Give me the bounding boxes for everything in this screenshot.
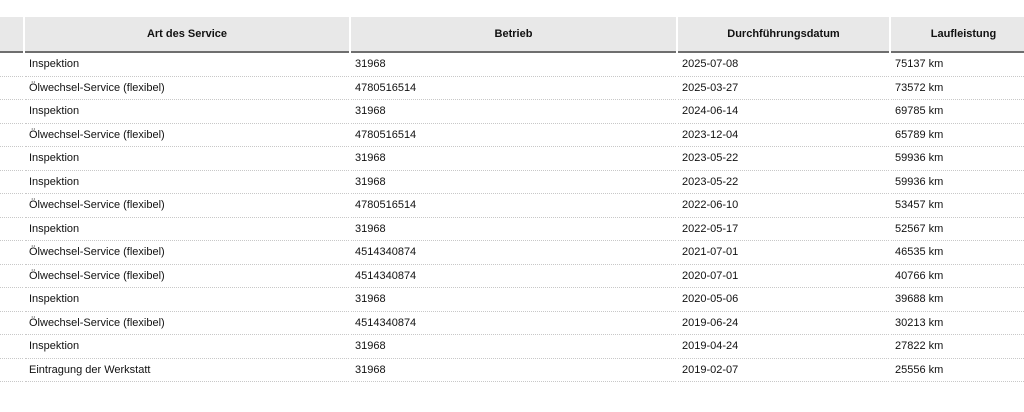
date-cell: 2024-06-14 <box>678 100 889 124</box>
service-type-cell: Ölwechsel-Service (flexibel) <box>25 265 349 288</box>
workshop-cell: 31968 <box>351 288 676 312</box>
table-row[interactable]: Inspektion 31968 2019-04-24 27822 km <box>0 335 1024 359</box>
mileage-cell: 73572 km <box>891 77 1024 100</box>
service-type-cell: Inspektion <box>25 53 349 77</box>
service-history-table-container: Art des Service Betrieb Durchführungsdatum… <box>0 17 1024 382</box>
service-type-cell: Inspektion <box>25 288 349 312</box>
service-type-cell: Inspektion <box>25 218 349 241</box>
table-row[interactable]: Ölwechsel-Service (flexibel) 4780516514 20… <box>0 77 1024 100</box>
row-spacer-cell <box>0 171 23 194</box>
row-spacer-cell <box>0 312 23 335</box>
workshop-cell: 31968 <box>351 218 676 241</box>
date-cell: 2023-12-04 <box>678 124 889 147</box>
date-cell: 2021-07-01 <box>678 241 889 265</box>
table-row[interactable]: Ölwechsel-Service (flexibel) 4514340874 20… <box>0 265 1024 288</box>
date-cell: 2019-02-07 <box>678 359 889 382</box>
row-spacer-cell <box>0 77 23 100</box>
row-spacer-cell <box>0 218 23 241</box>
workshop-cell: 31968 <box>351 359 676 382</box>
workshop-cell: 31968 <box>351 335 676 359</box>
date-cell: 2023-05-22 <box>678 171 889 194</box>
table-row[interactable]: Ölwechsel-Service (flexibel) 4514340874 20… <box>0 241 1024 265</box>
mileage-cell: 65789 km <box>891 124 1024 147</box>
mileage-cell: 53457 km <box>891 194 1024 218</box>
header-select <box>0 17 23 53</box>
mileage-cell: 59936 km <box>891 147 1024 171</box>
workshop-cell: 31968 <box>351 53 676 77</box>
service-type-cell: Eintragung der Werkstatt <box>25 359 349 382</box>
workshop-cell: 4780516514 <box>351 124 676 147</box>
row-spacer-cell <box>0 335 23 359</box>
date-cell: 2025-07-08 <box>678 53 889 77</box>
date-cell: 2020-05-06 <box>678 288 889 312</box>
workshop-cell: 4780516514 <box>351 77 676 100</box>
service-type-cell: Ölwechsel-Service (flexibel) <box>25 194 349 218</box>
mileage-cell: 59936 km <box>891 171 1024 194</box>
mileage-cell: 39688 km <box>891 288 1024 312</box>
table-row[interactable]: Ölwechsel-Service (flexibel) 4780516514 20… <box>0 124 1024 147</box>
row-spacer-cell <box>0 147 23 171</box>
mileage-cell: 46535 km <box>891 241 1024 265</box>
service-type-cell: Ölwechsel-Service (flexibel) <box>25 312 349 335</box>
mileage-cell: 30213 km <box>891 312 1024 335</box>
row-spacer-cell <box>0 288 23 312</box>
header-service-type[interactable]: Art des Service <box>25 17 349 53</box>
workshop-cell: 31968 <box>351 171 676 194</box>
mileage-cell: 25556 km <box>891 359 1024 382</box>
header-mileage[interactable]: Laufleistung <box>891 17 1024 53</box>
date-cell: 2022-05-17 <box>678 218 889 241</box>
row-spacer-cell <box>0 359 23 382</box>
date-cell: 2023-05-22 <box>678 147 889 171</box>
service-type-cell: Inspektion <box>25 335 349 359</box>
workshop-cell: 31968 <box>351 100 676 124</box>
table-row[interactable]: Inspektion 31968 2023-05-22 59936 km <box>0 171 1024 194</box>
date-cell: 2020-07-01 <box>678 265 889 288</box>
workshop-cell: 4780516514 <box>351 194 676 218</box>
table-row[interactable]: Inspektion 31968 2022-05-17 52567 km <box>0 218 1024 241</box>
mileage-cell: 27822 km <box>891 335 1024 359</box>
row-spacer-cell <box>0 100 23 124</box>
workshop-cell: 4514340874 <box>351 241 676 265</box>
mileage-cell: 75137 km <box>891 53 1024 77</box>
table-row[interactable]: Inspektion 31968 2024-06-14 69785 km <box>0 100 1024 124</box>
workshop-cell: 31968 <box>351 147 676 171</box>
service-type-cell: Ölwechsel-Service (flexibel) <box>25 124 349 147</box>
table-row[interactable]: Eintragung der Werkstatt 31968 2019-02-07 2… <box>0 359 1024 382</box>
row-spacer-cell <box>0 124 23 147</box>
workshop-cell: 4514340874 <box>351 312 676 335</box>
service-type-cell: Ölwechsel-Service (flexibel) <box>25 77 349 100</box>
table-row[interactable]: Inspektion 31968 2023-05-22 59936 km <box>0 147 1024 171</box>
service-type-cell: Inspektion <box>25 100 349 124</box>
date-cell: 2019-04-24 <box>678 335 889 359</box>
row-spacer-cell <box>0 194 23 218</box>
date-cell: 2019-06-24 <box>678 312 889 335</box>
table-row[interactable]: Ölwechsel-Service (flexibel) 4514340874 20… <box>0 312 1024 335</box>
workshop-cell: 4514340874 <box>351 265 676 288</box>
mileage-cell: 69785 km <box>891 100 1024 124</box>
table-row[interactable]: Inspektion 31968 2020-05-06 39688 km <box>0 288 1024 312</box>
service-type-cell: Ölwechsel-Service (flexibel) <box>25 241 349 265</box>
table-header-row: Art des Service Betrieb Durchführungsdatum… <box>0 17 1024 53</box>
row-spacer-cell <box>0 241 23 265</box>
date-cell: 2022-06-10 <box>678 194 889 218</box>
header-workshop[interactable]: Betrieb <box>351 17 676 53</box>
date-cell: 2025-03-27 <box>678 77 889 100</box>
service-type-cell: Inspektion <box>25 171 349 194</box>
table-row[interactable]: Ölwechsel-Service (flexibel) 4780516514 20… <box>0 194 1024 218</box>
header-date[interactable]: Durchführungsdatum <box>678 17 889 53</box>
service-type-cell: Inspektion <box>25 147 349 171</box>
service-history-table: Art des Service Betrieb Durchführungsdatum… <box>0 17 1024 382</box>
mileage-cell: 52567 km <box>891 218 1024 241</box>
mileage-cell: 40766 km <box>891 265 1024 288</box>
table-row[interactable]: Inspektion 31968 2025-07-08 75137 km <box>0 53 1024 77</box>
row-spacer-cell <box>0 265 23 288</box>
row-spacer-cell <box>0 53 23 77</box>
